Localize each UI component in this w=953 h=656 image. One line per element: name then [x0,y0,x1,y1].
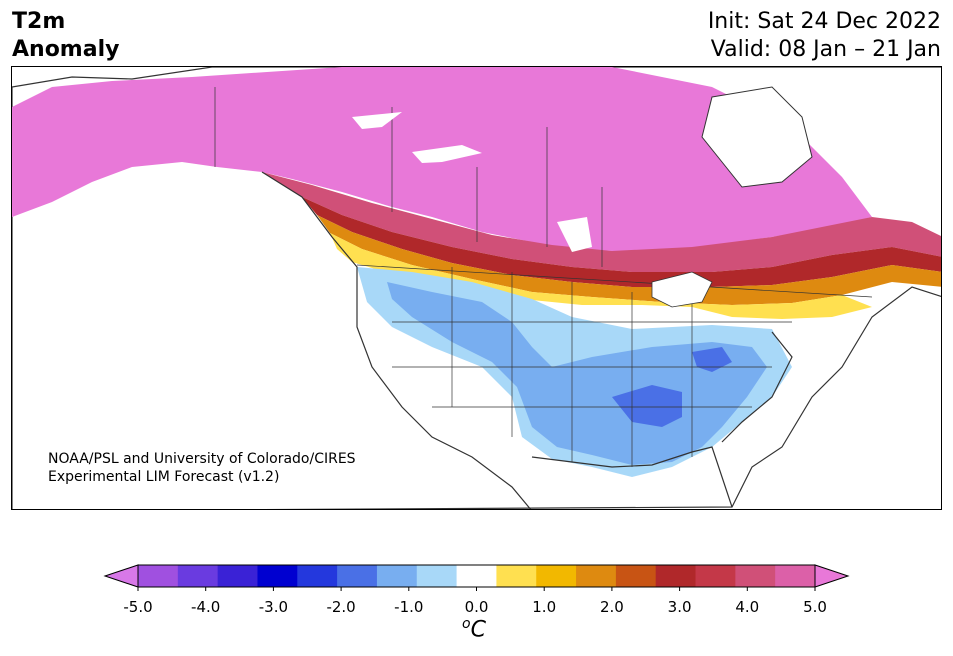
colorbar-tick-label: 0.0 [464,598,489,616]
colorbar-tick-label: 3.0 [667,598,692,616]
data-credit: NOAA/PSL and University of Colorado/CIRE… [48,450,356,486]
colorbar-tick-label: 4.0 [735,598,760,616]
colorbar-cell [695,565,736,587]
colorbar-cell [655,565,697,587]
colorbar-tick-label: -5.0 [123,598,153,616]
map-canvas [12,67,941,509]
colorbar-cell [337,565,378,587]
colorbar [103,564,850,591]
warm-anomaly-band-4 [262,172,941,272]
lake-winnipeg [557,217,592,252]
colorbar-cell [297,565,338,587]
colorbar-tick-label: -1.0 [394,598,424,616]
cool-anomaly-strong [612,385,682,427]
colorbar-tick-label: 1.0 [532,598,557,616]
colorbar-cell [257,565,298,587]
colorbar-cell [735,565,776,587]
credit-line-2: Experimental LIM Forecast (v1.2) [48,469,280,485]
colorbar-tick-label: 5.0 [803,598,827,616]
variable-subtitle: Anomaly [12,37,120,62]
colorbar-tick-label: -3.0 [258,598,289,616]
init-date: Init: Sat 24 Dec 2022 [707,9,941,34]
political-borders [214,87,873,467]
unit-letter: C [470,617,486,643]
colorbar-tick-marks [137,587,816,591]
gulf-coast [531,446,733,508]
valid-range: Valid: 08 Jan – 21 Jan [710,37,941,62]
colorbar-cell [177,565,219,587]
cool-anomaly-strong-2 [692,347,732,372]
unit-degree: o [462,616,471,632]
colorbar-cell [217,565,258,587]
colorbar-cell [496,565,537,587]
colorbar-cell [416,565,458,587]
pacific-coast [261,171,532,509]
great-bear-lake [412,145,482,163]
forecast-dates: Init: Sat 24 Dec 2022 Valid: 08 Jan – 21… [708,8,941,64]
colorbar-cell [775,565,816,587]
colorbar-tick-label: -2.0 [326,598,356,616]
variable-label: T2m [12,9,66,34]
colorbar-cell [615,565,657,587]
atlantic-coast [721,331,793,443]
map-title: T2m Anomaly [12,8,119,64]
anomaly-map [11,66,942,510]
colorbar-unit: oC [462,616,486,642]
warm-anomaly-band-3 [302,197,941,287]
colorbar-cell [138,565,179,587]
warm-anomaly-band-2 [317,215,941,305]
warm-anomaly-band-1 [330,233,872,319]
colorbar-cell [576,565,617,587]
great-lakes [651,271,713,308]
colorbar-low-extend [103,564,139,588]
credit-line-1: NOAA/PSL and University of Colorado/CIRE… [48,451,356,467]
great-slave-lake [352,112,402,129]
colorbar-high-extend [814,564,850,588]
hudson-bay [701,86,813,188]
colorbar-cells [137,564,816,588]
colorbar-tick-label: 2.0 [599,598,624,616]
colorbar-cell [456,565,497,587]
colorbar-cell [536,565,577,587]
colorbar-cell [376,565,418,587]
colorbar-tick-label: -4.0 [191,598,221,616]
